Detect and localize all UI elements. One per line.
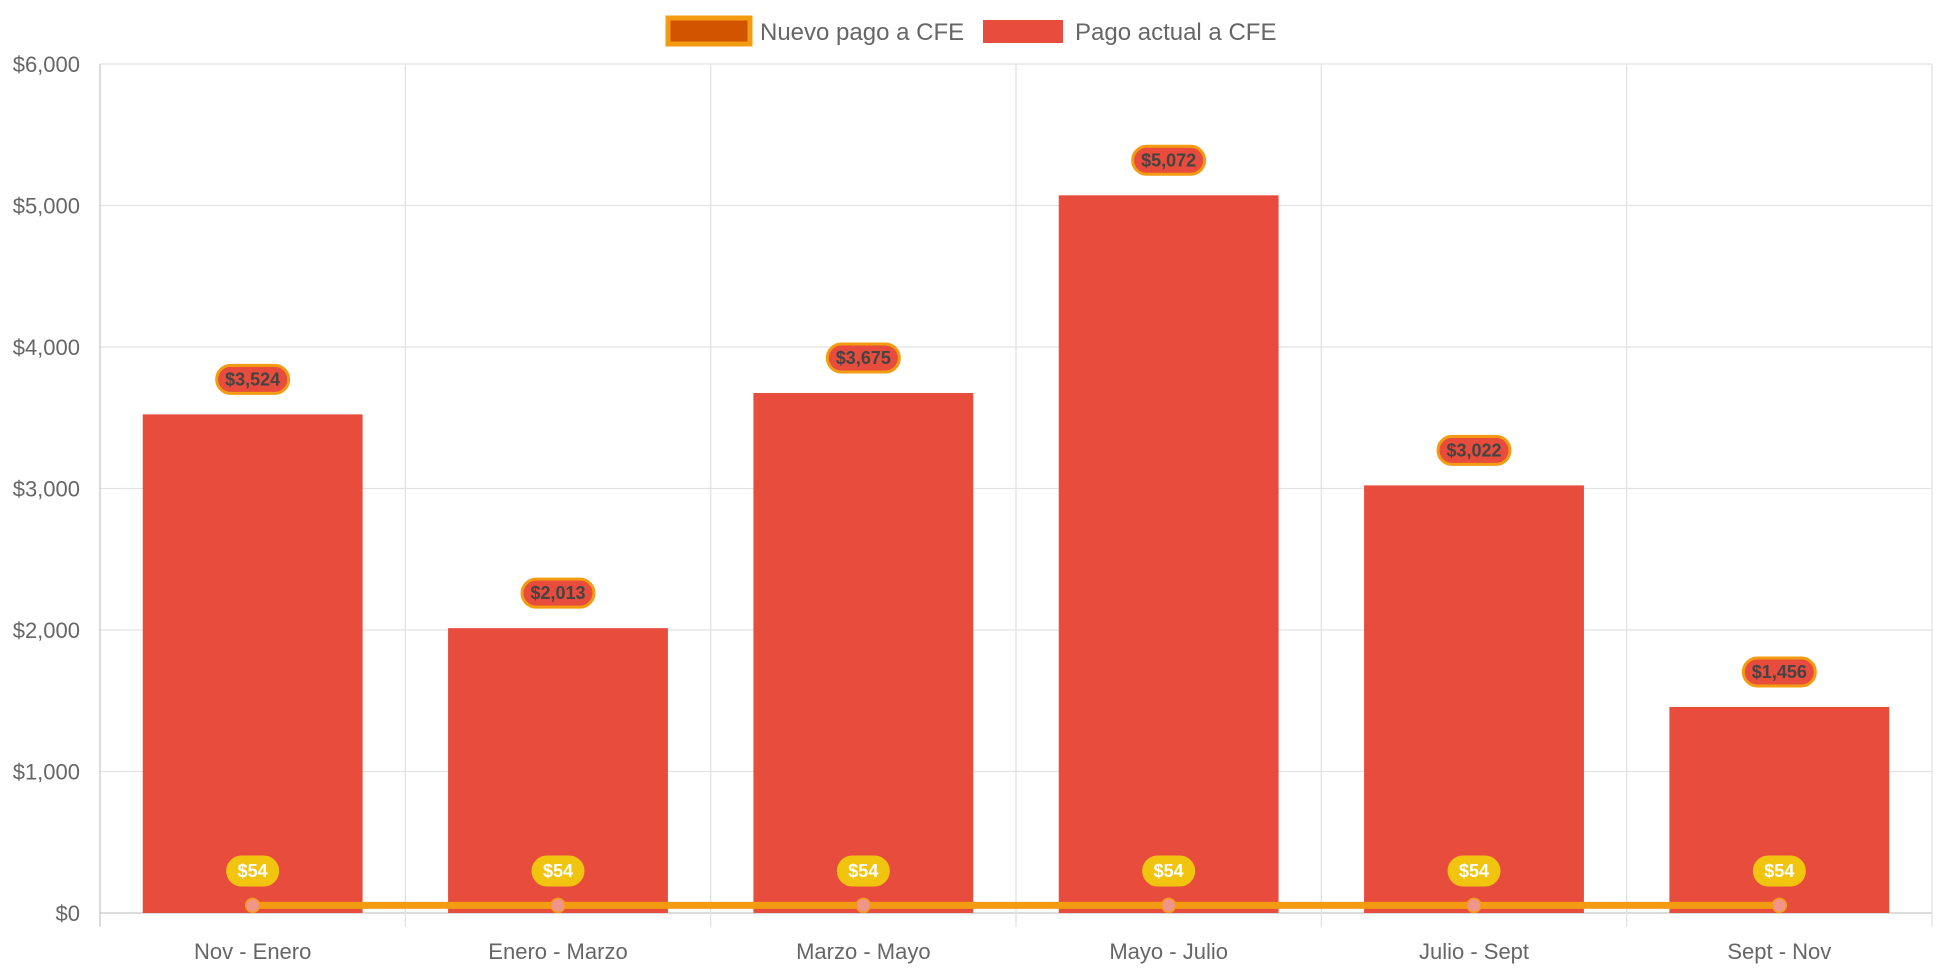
line-label-pill xyxy=(226,855,280,887)
line-point xyxy=(1771,897,1788,914)
legend-swatch-pago-actual xyxy=(983,20,1063,43)
line-label-pill xyxy=(1752,855,1806,887)
bar-data-label: $1,456 xyxy=(1752,662,1807,682)
x-tick-label: Mayo - Julio xyxy=(1109,939,1228,964)
x-tick-label: Marzo - Mayo xyxy=(796,939,930,964)
legend-item-nuevo-pago[interactable]: Nuevo pago a CFE xyxy=(665,15,964,47)
bar-data-label: $3,524 xyxy=(225,369,280,389)
bar xyxy=(753,392,974,913)
x-tick-label: Sept - Nov xyxy=(1727,939,1831,964)
line-label-pill xyxy=(531,855,585,887)
bar-data-label: $5,072 xyxy=(1141,150,1196,170)
line-point xyxy=(244,897,261,914)
bar-data-label: $2,013 xyxy=(530,583,585,603)
bar-series xyxy=(142,195,1890,913)
line-data-label: $54 xyxy=(848,861,878,881)
line-point xyxy=(1160,897,1177,914)
grid xyxy=(99,63,1933,927)
y-tick-label: $2,000 xyxy=(13,618,80,643)
legend: Nuevo pago a CFE Pago actual a CFE xyxy=(665,15,1276,47)
axes: $0 $1,000 $2,000 $3,000 $4,000 $5,000 $6,000 No… xyxy=(13,52,1832,964)
line-data-label: $54 xyxy=(238,861,268,881)
legend-label-pago-actual: Pago actual a CFE xyxy=(1075,19,1276,46)
line-label-pill xyxy=(836,855,890,887)
bar-label-pill xyxy=(1436,434,1512,466)
bar xyxy=(1364,485,1584,913)
bar-data-label: $3,675 xyxy=(836,348,891,368)
y-tick-label: $1,000 xyxy=(13,760,80,785)
y-tick-label: $5,000 xyxy=(13,194,80,219)
line-point xyxy=(855,897,872,914)
line-data-label: $54 xyxy=(1154,861,1184,881)
bar-label-pill xyxy=(1741,656,1817,688)
line-label-pill xyxy=(1447,855,1501,887)
x-tick-label: Enero - Marzo xyxy=(488,939,627,964)
line-data-label: $54 xyxy=(1459,861,1489,881)
x-tick-label: Nov - Enero xyxy=(194,939,311,964)
x-tick-label: Julio - Sept xyxy=(1419,939,1529,964)
bar-label-pill xyxy=(520,577,596,609)
y-tick-label: $3,000 xyxy=(13,477,80,502)
line-data-label: $54 xyxy=(543,861,573,881)
bar-data-label: $3,022 xyxy=(1446,440,1501,460)
line-label-pill xyxy=(1142,855,1196,887)
bar xyxy=(142,414,363,913)
bar-label-pill xyxy=(825,342,901,374)
bar xyxy=(1058,195,1279,913)
legend-item-pago-actual[interactable]: Pago actual a CFE xyxy=(983,19,1276,46)
bar-label-pill xyxy=(1131,144,1207,176)
bar-label-pill xyxy=(215,363,291,395)
data-labels: $3,524 $2,013 $3,675 $5,072 $3,022 $1,456 $54 $… xyxy=(215,144,1817,887)
legend-swatch-nuevo-pago xyxy=(665,15,753,47)
line-point xyxy=(550,897,566,914)
legend-label-nuevo-pago: Nuevo pago a CFE xyxy=(760,19,964,46)
line-series xyxy=(244,897,1788,914)
y-tick-label: $4,000 xyxy=(13,335,80,360)
line-data-label: $54 xyxy=(1764,861,1794,881)
y-tick-label: $0 xyxy=(56,901,80,926)
line-point xyxy=(1466,897,1482,914)
y-tick-label: $6,000 xyxy=(13,52,80,77)
